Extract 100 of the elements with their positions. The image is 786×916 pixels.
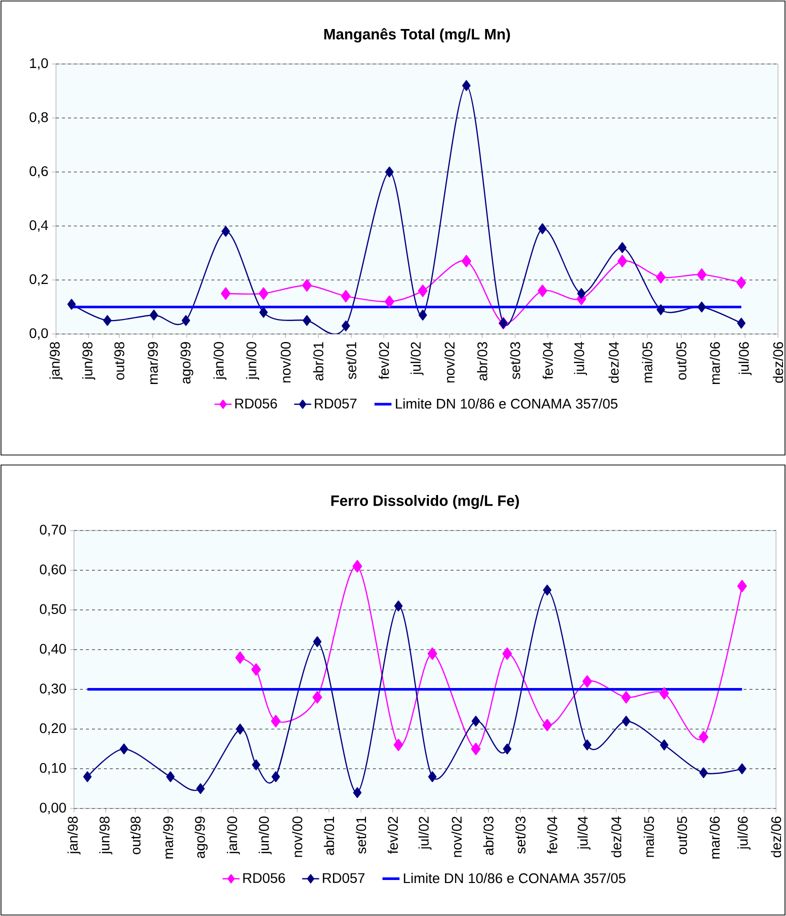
point	[341, 290, 351, 302]
point	[736, 276, 746, 289]
x-tick-label: ago/99	[180, 342, 194, 384]
y-tick-label: 0,4	[30, 220, 48, 232]
point	[352, 560, 362, 572]
x-tick-label: jun/98	[99, 816, 112, 854]
x-tick-label: mar/06	[710, 342, 720, 384]
point	[699, 767, 708, 778]
y-tick-label: 0,0	[30, 328, 48, 340]
point	[394, 738, 404, 752]
legend-label: RD057	[314, 398, 356, 408]
x-tick-label: jul/02	[410, 342, 424, 376]
point	[462, 254, 472, 268]
point	[182, 315, 190, 326]
x-tick-label: abr/03	[483, 816, 494, 855]
point	[621, 691, 631, 704]
point	[542, 584, 552, 596]
point	[394, 600, 403, 612]
x-tick-label: fev/02	[378, 342, 389, 380]
point	[472, 716, 480, 727]
point	[103, 315, 112, 326]
x-tick-label: fev/04	[542, 342, 553, 380]
point	[583, 740, 592, 750]
point	[698, 730, 708, 744]
legend-label: Limite DN 10/86 e CONAMA 357/05	[396, 398, 618, 409]
x-tick-label: ago/99	[194, 816, 208, 858]
y-tick-label: 1,0	[30, 58, 48, 70]
x-tick-label: fev/02	[388, 816, 398, 854]
x-tick-label: jan/00	[213, 342, 226, 380]
y-tick-label: 0,00	[40, 802, 66, 814]
point	[251, 663, 261, 676]
point	[166, 771, 175, 782]
y-tick-label: 0,50	[40, 604, 66, 616]
x-tick-label: dez/04	[608, 342, 619, 383]
y-tick-label: 0,30	[40, 684, 66, 696]
x-tick-label: nov/02	[451, 816, 462, 857]
point	[259, 306, 268, 318]
x-tick-label: abr/01	[324, 816, 334, 855]
point	[235, 651, 245, 664]
point	[538, 223, 547, 234]
point	[67, 298, 76, 310]
point	[384, 295, 394, 308]
x-tick-label: dez/04	[611, 816, 622, 858]
x-tick-label: set/01	[346, 342, 356, 380]
y-tick-label: 0,70	[40, 524, 66, 536]
x-tick-label: nov/00	[292, 816, 302, 857]
x-tick-label: fev/04	[547, 816, 558, 854]
point	[220, 287, 231, 300]
point	[258, 287, 268, 300]
y-tick-label: 0,20	[40, 723, 66, 735]
x-tick-label: jul/04	[574, 342, 587, 376]
x-tick-label: jul/06	[738, 342, 752, 376]
point	[660, 740, 668, 750]
x-tick-label: abr/01	[313, 342, 324, 380]
x-tick-label: out/05	[676, 816, 688, 854]
point	[418, 310, 427, 320]
x-tick-label: out/98	[130, 816, 141, 854]
x-tick-label: nov/00	[280, 342, 291, 382]
point	[428, 771, 437, 782]
x-tick-label: jun/98	[82, 342, 96, 380]
point	[737, 318, 746, 329]
legend-label: RD056	[235, 398, 277, 408]
point	[418, 284, 428, 297]
x-tick-label: abr/03	[477, 342, 488, 380]
legend-label: RD056	[243, 873, 285, 883]
y-tick-label: 0,40	[40, 644, 66, 656]
point	[618, 254, 628, 268]
point	[471, 742, 481, 756]
point	[659, 687, 669, 700]
x-tick-label: jul/04	[577, 816, 590, 850]
point	[622, 716, 630, 727]
point	[698, 302, 706, 312]
point	[738, 763, 746, 774]
x-tick-label: nov/02	[444, 342, 455, 382]
point	[353, 787, 362, 798]
point	[538, 284, 548, 297]
point	[302, 315, 312, 326]
point	[222, 226, 230, 237]
legend-label: RD057	[322, 873, 364, 883]
x-tick-label: out/98	[114, 342, 124, 380]
point	[252, 759, 260, 770]
point	[385, 166, 394, 178]
y-tick-label: 0,2	[30, 274, 48, 286]
x-tick-label: mai/05	[644, 816, 654, 857]
x-tick-label: jun/00	[258, 816, 272, 854]
x-tick-label: dez/06	[772, 342, 784, 383]
x-tick-label: dez/06	[770, 816, 782, 858]
x-tick-label: jun/00	[246, 342, 260, 380]
x-tick-label: mar/99	[148, 342, 158, 384]
x-tick-label: jul/02	[418, 816, 432, 850]
point	[502, 744, 512, 754]
x-tick-label: mai/05	[642, 342, 652, 382]
point	[656, 271, 666, 284]
y-tick-label: 0,10	[40, 763, 66, 775]
point	[502, 647, 512, 660]
point	[737, 580, 747, 592]
x-tick-label: jul/06	[737, 816, 750, 850]
point	[196, 783, 205, 794]
chart-title: Ferro Dissolvido (mg/L Fe)	[331, 495, 519, 510]
x-tick-label: mar/99	[162, 816, 174, 858]
